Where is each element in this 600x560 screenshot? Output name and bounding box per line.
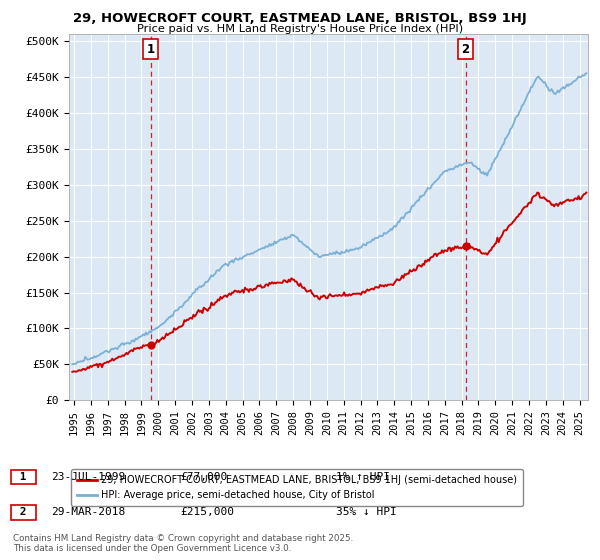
Text: 29-MAR-2018: 29-MAR-2018 [51,507,125,517]
Point [461,241,470,250]
Text: £77,000: £77,000 [180,472,227,482]
Text: 2: 2 [13,507,34,517]
Text: 2: 2 [461,43,470,56]
Text: £215,000: £215,000 [180,507,234,517]
Text: 1: 1 [13,472,34,482]
Text: 29, HOWECROFT COURT, EASTMEAD LANE, BRISTOL, BS9 1HJ: 29, HOWECROFT COURT, EASTMEAD LANE, BRIS… [73,12,527,25]
Text: 35% ↓ HPI: 35% ↓ HPI [336,507,397,517]
Text: Contains HM Land Registry data © Crown copyright and database right 2025.
This d: Contains HM Land Registry data © Crown c… [13,534,353,553]
Legend: 29, HOWECROFT COURT, EASTMEAD LANE, BRISTOL, BS9 1HJ (semi-detached house), HPI:: 29, HOWECROFT COURT, EASTMEAD LANE, BRIS… [71,469,523,506]
Text: Price paid vs. HM Land Registry's House Price Index (HPI): Price paid vs. HM Land Registry's House … [137,24,463,34]
Text: 23-JUL-1999: 23-JUL-1999 [51,472,125,482]
Text: 1: 1 [147,43,155,56]
Point [146,340,155,349]
Text: 1% ↑ HPI: 1% ↑ HPI [336,472,390,482]
